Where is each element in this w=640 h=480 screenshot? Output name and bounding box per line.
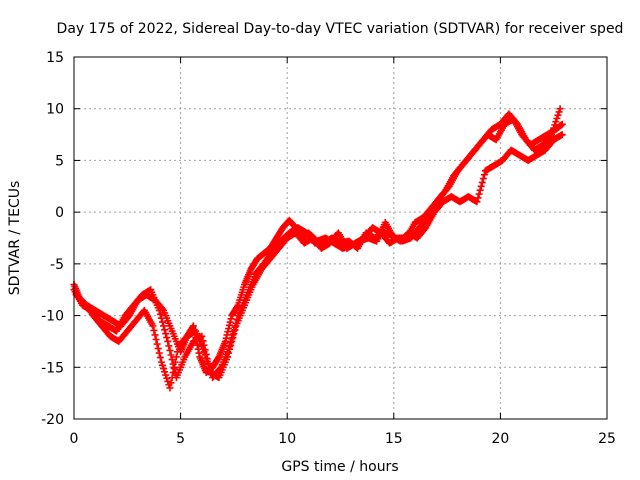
data-point xyxy=(201,351,209,359)
data-point xyxy=(477,182,485,190)
data-point xyxy=(166,384,174,392)
y-tick-label: 0 xyxy=(55,205,64,221)
data-point xyxy=(227,339,235,347)
data-point xyxy=(553,114,561,122)
data-point xyxy=(173,348,181,356)
data-point xyxy=(151,331,159,339)
data-point xyxy=(480,171,488,179)
data-point xyxy=(203,357,211,365)
data-point xyxy=(202,354,210,362)
data-point xyxy=(230,327,238,335)
data-point xyxy=(547,132,555,140)
axis-ticks: 0 5 10 15 20 25 -20 -15 -10 -5 0 5 10 15 xyxy=(41,50,616,447)
x-tick-label: 15 xyxy=(385,431,403,447)
data-point xyxy=(154,345,162,353)
data-point xyxy=(153,340,161,348)
data-point xyxy=(555,108,563,116)
data-point xyxy=(552,118,560,126)
data-point xyxy=(474,194,482,202)
data-point xyxy=(163,334,171,342)
data-point xyxy=(150,326,158,334)
data-point xyxy=(171,358,179,366)
data-point xyxy=(160,365,168,373)
data-point xyxy=(161,368,169,376)
data-point xyxy=(550,124,558,132)
data-point xyxy=(558,131,566,139)
data-point xyxy=(156,354,164,362)
y-tick-label: 10 xyxy=(46,102,64,118)
data-point xyxy=(476,186,484,194)
data-point xyxy=(231,323,239,331)
x-tick-label: 20 xyxy=(491,431,509,447)
data-point xyxy=(229,331,237,339)
data-point xyxy=(204,361,212,369)
data-point xyxy=(164,337,172,345)
data-point xyxy=(556,105,564,113)
data-point xyxy=(172,353,180,361)
data-point xyxy=(149,322,157,330)
data-point xyxy=(158,361,166,369)
data-point xyxy=(216,365,224,373)
data-point xyxy=(478,178,486,186)
data-point xyxy=(162,330,170,338)
data-point xyxy=(161,326,169,334)
chart-title: Day 175 of 2022, Sidereal Day-to-day VTE… xyxy=(57,21,624,37)
y-tick-label: 5 xyxy=(55,153,64,169)
data-point xyxy=(169,368,177,376)
grid-lines xyxy=(74,57,607,419)
series-track-3 xyxy=(72,131,566,392)
data-point xyxy=(155,306,163,314)
data-point xyxy=(554,111,562,119)
y-tick-label: -15 xyxy=(41,360,64,376)
data-point xyxy=(152,335,160,343)
data-point xyxy=(155,349,163,357)
data-point xyxy=(157,358,165,366)
y-tick-label: -10 xyxy=(41,309,64,325)
y-tick-label: -5 xyxy=(50,257,64,273)
data-point xyxy=(548,131,556,139)
data-point xyxy=(164,378,172,386)
data-point xyxy=(162,371,170,379)
data-point xyxy=(165,342,173,350)
data-point xyxy=(158,318,166,326)
data-point xyxy=(479,175,487,183)
x-tick-label: 0 xyxy=(70,431,79,447)
x-tick-label: 5 xyxy=(176,431,185,447)
data-point xyxy=(232,319,240,327)
data-point xyxy=(157,314,165,322)
data-point xyxy=(167,351,175,359)
data-point xyxy=(205,364,213,372)
data-point xyxy=(473,198,481,206)
data-point xyxy=(168,374,176,382)
data-point xyxy=(167,379,175,387)
x-tick-label: 10 xyxy=(278,431,296,447)
y-axis-label: SDTVAR / TECUs xyxy=(7,181,23,296)
data-point xyxy=(166,346,174,354)
data-point xyxy=(233,315,241,323)
y-tick-label: 15 xyxy=(46,50,64,66)
data-point xyxy=(156,310,164,318)
data-point xyxy=(475,190,483,198)
data-point xyxy=(549,127,557,135)
data-point xyxy=(170,363,178,371)
data-point xyxy=(558,120,566,128)
data-markers xyxy=(70,105,566,392)
data-point xyxy=(551,121,559,129)
x-tick-label: 25 xyxy=(598,431,616,447)
data-point xyxy=(226,343,234,351)
y-tick-label: -20 xyxy=(41,412,64,428)
x-axis-label: GPS time / hours xyxy=(281,459,398,475)
data-point xyxy=(206,367,214,375)
data-point xyxy=(200,348,208,356)
data-point xyxy=(228,335,236,343)
plot-frame xyxy=(73,56,608,420)
data-point xyxy=(158,305,166,313)
data-point xyxy=(160,322,168,330)
